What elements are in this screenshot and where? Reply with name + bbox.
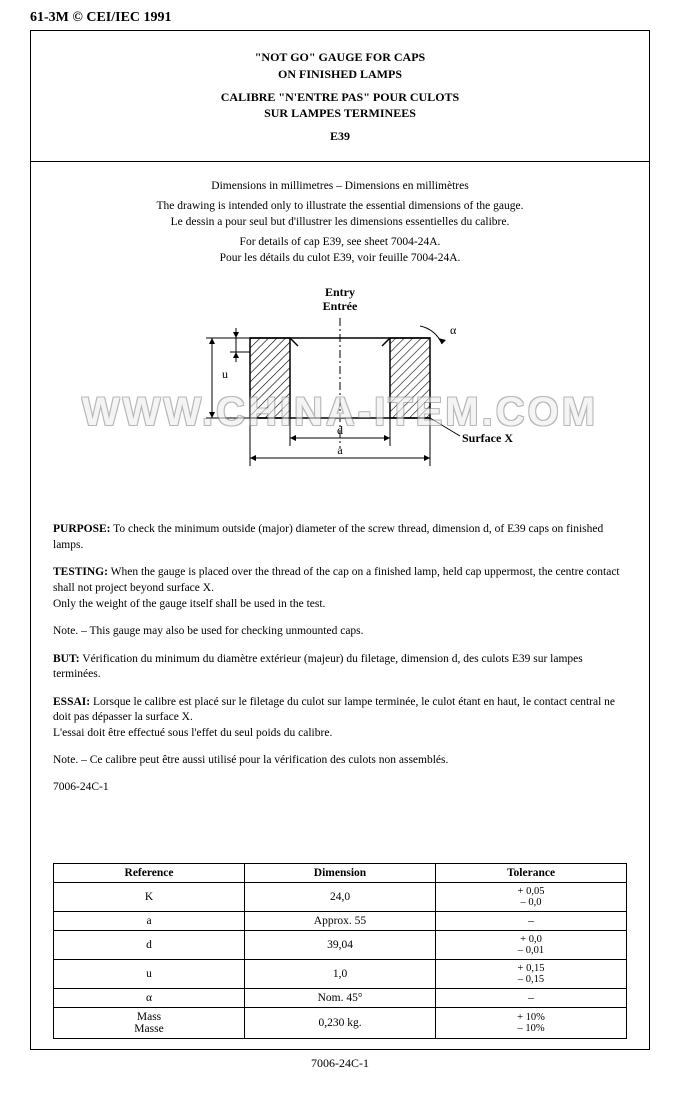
- but-label: BUT:: [53, 653, 80, 665]
- testing-para: TESTING: When the gauge is placed over t…: [53, 565, 627, 612]
- title-line4: SUR LAMPES TERMINEES: [41, 105, 639, 122]
- purpose-text: To check the minimum outside (major) dia…: [53, 523, 603, 551]
- cell-ref: a: [54, 911, 245, 930]
- testing-text: When the gauge is placed over the thread…: [53, 566, 620, 594]
- details-en: For details of cap E39, see sheet 7004-2…: [53, 234, 627, 250]
- essai-para: ESSAI: Lorsque le calibre est placé sur …: [53, 695, 627, 742]
- cell-dim: 0,230 kg.: [245, 1008, 436, 1039]
- outer-frame: "NOT GO" GAUGE FOR CAPS ON FINISHED LAMP…: [30, 30, 650, 1050]
- table-row: u1,0+ 0,15– 0,15: [54, 959, 627, 988]
- details-fr: Pour les détails du culot E39, voir feui…: [53, 250, 627, 266]
- purpose-label: PURPOSE:: [53, 523, 111, 535]
- entry-en-label: Entry: [325, 285, 355, 299]
- table-header-row: Reference Dimension Tolerance: [54, 863, 627, 882]
- cell-tol: + 0,05– 0,0: [436, 882, 627, 911]
- cell-ref: α: [54, 989, 245, 1008]
- table-row: K24,0+ 0,05– 0,0: [54, 882, 627, 911]
- but-para: BUT: Vérification du minimum du diamètre…: [53, 652, 627, 683]
- table-row: αNom. 45°–: [54, 989, 627, 1008]
- cell-ref: K: [54, 882, 245, 911]
- content-block: Dimensions in millimetres – Dimensions e…: [31, 162, 649, 1049]
- d-label: d: [337, 423, 343, 437]
- cell-dim: Approx. 55: [245, 911, 436, 930]
- table-body: K24,0+ 0,05– 0,0aApprox. 55–d39,04+ 0,0–…: [54, 882, 627, 1038]
- title-block: "NOT GO" GAUGE FOR CAPS ON FINISHED LAMP…: [31, 31, 649, 162]
- note-fr: Note. – Ce calibre peut être aussi utili…: [53, 753, 627, 769]
- purpose-para: PURPOSE: To check the minimum outside (m…: [53, 522, 627, 553]
- a-label: a: [337, 443, 343, 457]
- footer-ref: 7006-24C-1: [30, 1056, 650, 1071]
- cell-dim: Nom. 45°: [245, 989, 436, 1008]
- cell-ref: u: [54, 959, 245, 988]
- drawing-en: The drawing is intended only to illustra…: [53, 198, 627, 214]
- essai-text2: L'essai doit être effectué sous l'effet …: [53, 727, 332, 739]
- table-row: d39,04+ 0,0– 0,01: [54, 930, 627, 959]
- dimension-table: Reference Dimension Tolerance K24,0+ 0,0…: [53, 863, 627, 1039]
- title-line2: ON FINISHED LAMPS: [41, 66, 639, 83]
- th-reference: Reference: [54, 863, 245, 882]
- drawing-fr: Le dessin a pour seul but d'illustrer le…: [53, 214, 627, 230]
- essai-label: ESSAI:: [53, 696, 90, 708]
- entry-fr-label: Entrée: [323, 299, 358, 313]
- th-tolerance: Tolerance: [436, 863, 627, 882]
- note-en: Note. – This gauge may also be used for …: [53, 624, 627, 640]
- table-row: aApprox. 55–: [54, 911, 627, 930]
- sheet-ref-body: 7006-24C-1: [53, 781, 627, 793]
- cell-tol: + 10%– 10%: [436, 1008, 627, 1039]
- intro-block: Dimensions in millimetres – Dimensions e…: [53, 178, 627, 266]
- header-left: 61-3M © CEI/IEC 1991: [30, 10, 650, 26]
- cell-tol: + 0,0– 0,01: [436, 930, 627, 959]
- cell-dim: 1,0: [245, 959, 436, 988]
- cell-tol: –: [436, 911, 627, 930]
- dim-heading: Dimensions in millimetres – Dimensions e…: [53, 178, 627, 194]
- surface-x-label: Surface X: [462, 431, 513, 445]
- cell-dim: 39,04: [245, 930, 436, 959]
- cell-tol: + 0,15– 0,15: [436, 959, 627, 988]
- title-line3: CALIBRE "N'ENTRE PAS" POUR CULOTS: [41, 89, 639, 106]
- title-line5: E39: [41, 128, 639, 145]
- diagram-wrap: Entry Entrée α: [53, 278, 627, 498]
- cell-ref: d: [54, 930, 245, 959]
- page: 61-3M © CEI/IEC 1991 "NOT GO" GAUGE FOR …: [0, 0, 680, 1097]
- testing-label: TESTING:: [53, 566, 108, 578]
- but-text: Vérification du minimum du diamètre exté…: [53, 653, 583, 681]
- alpha-label: α: [450, 323, 457, 337]
- title-line1: "NOT GO" GAUGE FOR CAPS: [41, 49, 639, 66]
- testing-text2: Only the weight of the gauge itself shal…: [53, 598, 325, 610]
- cell-ref: Mass Masse: [54, 1008, 245, 1039]
- table-row: Mass Masse0,230 kg.+ 10%– 10%: [54, 1008, 627, 1039]
- cell-dim: 24,0: [245, 882, 436, 911]
- essai-text: Lorsque le calibre est placé sur le file…: [53, 696, 615, 724]
- th-dimension: Dimension: [245, 863, 436, 882]
- cell-tol: –: [436, 989, 627, 1008]
- gauge-diagram: Entry Entrée α: [150, 278, 530, 498]
- u-label: u: [222, 367, 228, 381]
